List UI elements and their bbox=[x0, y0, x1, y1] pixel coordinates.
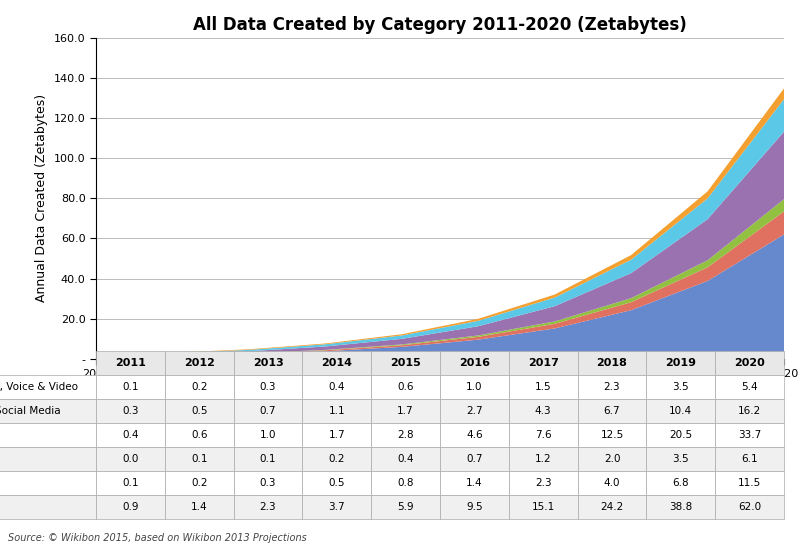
Y-axis label: Annual Data Created (Zetabytes): Annual Data Created (Zetabytes) bbox=[35, 94, 48, 302]
Text: Source: © Wikibon 2015, based on Wikibon 2013 Projections: Source: © Wikibon 2015, based on Wikibon… bbox=[8, 533, 306, 543]
Title: All Data Created by Category 2011-2020 (Zetabytes): All Data Created by Category 2011-2020 (… bbox=[193, 16, 687, 34]
